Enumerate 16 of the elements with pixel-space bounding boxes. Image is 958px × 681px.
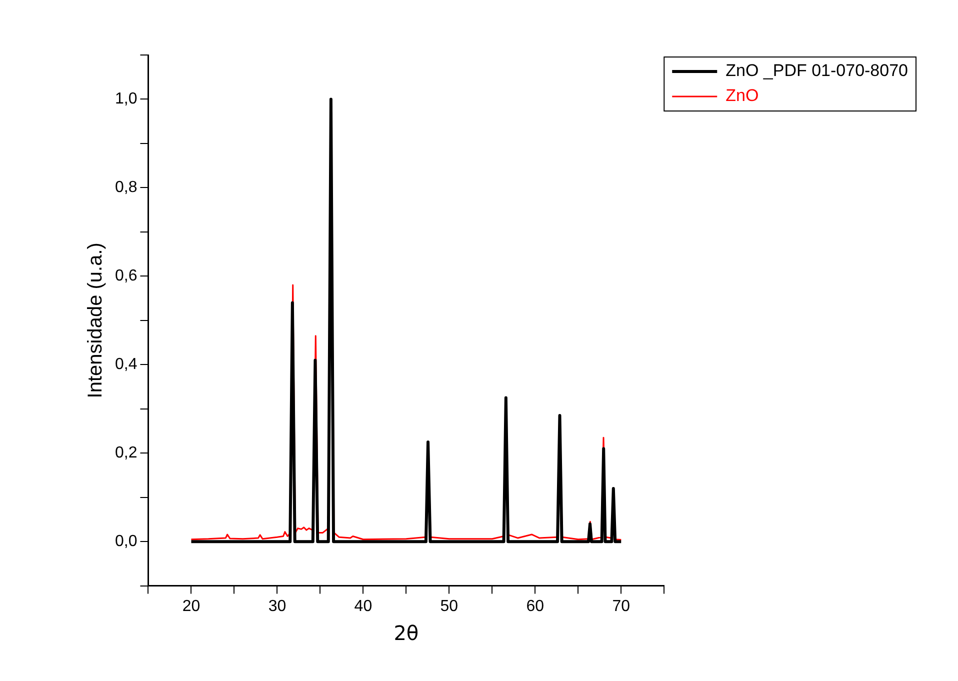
x-tick-label: 30 bbox=[268, 598, 286, 615]
x-tick-label: 60 bbox=[526, 598, 544, 615]
y-tick-label: 0,8 bbox=[114, 179, 138, 196]
y-axis-title: Intensidade (u.a.) bbox=[84, 242, 107, 398]
legend-label: ZnO _PDF 01-070-8070 bbox=[726, 61, 908, 80]
x-tick-label: 70 bbox=[612, 598, 630, 615]
y-tick-label: 0,0 bbox=[114, 532, 138, 550]
y-tick-label: 1,0 bbox=[114, 90, 138, 108]
x-tick-label: 20 bbox=[182, 598, 200, 615]
x-tick-label: 40 bbox=[354, 598, 372, 615]
y-tick-label: 0,6 bbox=[114, 268, 138, 285]
x-tick-label: 50 bbox=[440, 598, 458, 615]
y-tick-label: 0,4 bbox=[114, 356, 138, 374]
x-axis-title: 2θ bbox=[394, 621, 419, 646]
legend-label: ZnO bbox=[726, 86, 759, 106]
y-tick-label: 0,2 bbox=[114, 444, 138, 462]
